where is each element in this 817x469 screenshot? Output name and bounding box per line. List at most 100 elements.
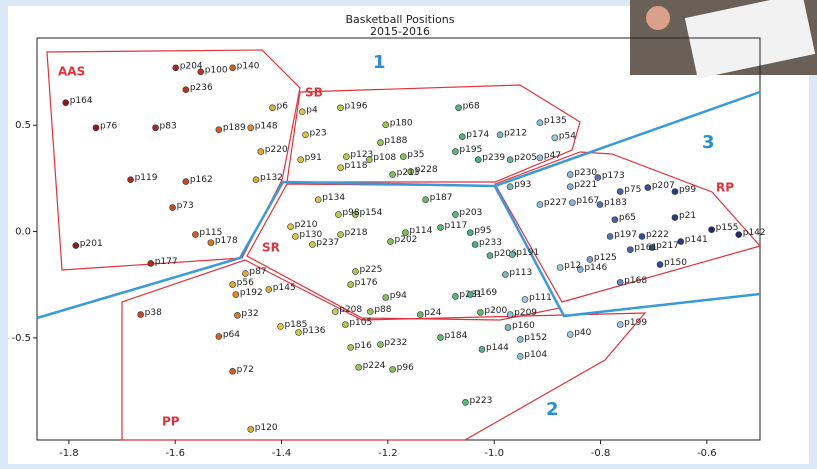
point: [277, 323, 284, 330]
point: [516, 336, 524, 343]
point: [508, 251, 516, 258]
point: [616, 321, 624, 328]
point-label: p32: [241, 309, 258, 319]
point: [197, 68, 205, 76]
point: [566, 183, 574, 190]
point: [611, 216, 619, 223]
point: [586, 256, 594, 263]
region-label: 3: [702, 132, 715, 153]
point-label: p16: [355, 341, 372, 351]
chart-title: Basketball Positions: [346, 13, 455, 26]
point-label: p76: [100, 121, 117, 131]
point-label: p233: [479, 238, 502, 248]
point-label: p167: [576, 196, 599, 206]
point: [735, 231, 743, 238]
point: [606, 233, 614, 240]
point-label: p205: [514, 153, 537, 163]
point: [295, 329, 302, 336]
inset-hand: [646, 6, 670, 30]
point-label: p173: [602, 171, 625, 181]
point-label: p119: [135, 173, 158, 183]
point-label: p196: [345, 101, 368, 111]
point-label: p197: [614, 230, 637, 240]
point-label: p96: [397, 363, 414, 373]
point-label: p218: [345, 228, 368, 238]
point-label: p220: [265, 145, 288, 155]
point: [298, 108, 306, 116]
point-label: p213: [397, 168, 420, 178]
point-label: p47: [544, 151, 561, 161]
point: [137, 311, 144, 318]
point: [566, 331, 574, 338]
point: [352, 268, 359, 275]
x-tick-label: -1.6: [165, 448, 185, 459]
x-tick-label: -1.2: [378, 448, 398, 459]
point: [536, 201, 544, 208]
point-label: p99: [679, 185, 696, 195]
point-label: p236: [190, 83, 213, 93]
point-label: p180: [390, 118, 413, 128]
point-label: p208: [339, 305, 362, 315]
point-label: p239: [482, 153, 505, 163]
point-label: p134: [322, 193, 345, 203]
regions: [36, 49, 762, 441]
point: [626, 246, 634, 253]
point-label: p114: [409, 226, 432, 236]
point: [577, 266, 584, 273]
x-tick-label: -0.8: [591, 448, 611, 459]
region-label: SB: [305, 86, 323, 100]
point-label: p212: [504, 128, 527, 138]
point-label: p56: [237, 278, 254, 288]
point-label: p178: [215, 236, 238, 246]
point: [389, 366, 396, 373]
point-label: p177: [155, 257, 178, 267]
point: [92, 124, 100, 132]
point-label: p201: [80, 239, 103, 249]
point: [343, 153, 350, 160]
point-label: p100: [205, 65, 228, 75]
point-label: p88: [374, 305, 391, 315]
point: [269, 104, 276, 112]
point: [234, 312, 241, 319]
point: [192, 231, 199, 238]
point: [452, 211, 459, 218]
point: [422, 196, 429, 203]
point: [677, 238, 685, 245]
point: [337, 231, 344, 238]
point-label: p142: [743, 228, 766, 238]
point-label: p210: [295, 220, 318, 230]
point-label: p222: [646, 230, 669, 240]
point: [452, 148, 459, 155]
point: [466, 291, 474, 298]
point-label: p73: [177, 201, 194, 211]
point-label: p150: [664, 258, 687, 268]
point-label: p152: [524, 333, 547, 343]
point-label: p230: [574, 168, 597, 178]
point: [474, 156, 482, 163]
point: [387, 238, 394, 245]
point-label: p12: [564, 261, 581, 271]
point: [252, 176, 260, 183]
point-label: p111: [529, 293, 552, 303]
point: [247, 124, 255, 132]
x-tick-label: -0.6: [697, 448, 717, 459]
region-label: SR: [262, 241, 280, 255]
point: [247, 426, 255, 433]
point: [229, 367, 236, 375]
point-label: p199: [624, 318, 647, 328]
point: [644, 184, 652, 191]
point: [437, 334, 444, 341]
point-label: p192: [240, 288, 263, 298]
point-label: p225: [359, 265, 382, 275]
point-label: p35: [407, 150, 424, 160]
point: [504, 324, 512, 331]
point: [352, 211, 359, 218]
inset-board: [684, 0, 816, 79]
region-label: PP: [162, 415, 180, 429]
point: [365, 156, 373, 163]
x-tick-label: -1.8: [59, 448, 79, 459]
point: [556, 264, 564, 271]
point-label: p161: [634, 243, 657, 253]
